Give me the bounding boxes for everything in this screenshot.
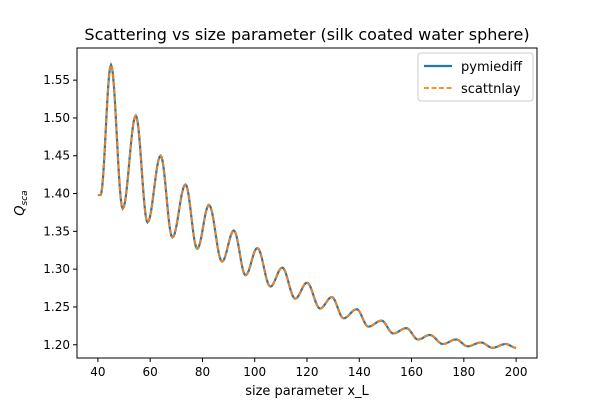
x-tick-label: 140	[348, 365, 371, 379]
y-axis-label: Qsca	[13, 190, 30, 215]
y-tick-label: 1.55	[43, 73, 70, 87]
chart-title: Scattering vs size parameter (silk coate…	[84, 25, 529, 44]
y-tick-label: 1.35	[43, 224, 70, 238]
y-tick-label: 1.40	[43, 187, 70, 201]
y-label-sub: sca	[20, 190, 30, 205]
line-scattnlay	[97, 62, 517, 349]
y-tick-label: 1.20	[43, 338, 70, 352]
y-tick-label: 1.50	[43, 111, 70, 125]
legend: pymiediff scattnlay	[417, 52, 534, 102]
y-axis: 1.20 1.25 1.30 1.35 1.40 1.45 1.50 1.55	[43, 73, 77, 352]
plot-area	[97, 62, 517, 349]
x-tick-label: 180	[452, 365, 475, 379]
y-tick-label: 1.45	[43, 149, 70, 163]
x-tick-label: 160	[400, 365, 423, 379]
y-tick-label: 1.25	[43, 300, 70, 314]
line-pymiediff	[97, 62, 517, 349]
x-tick-label: 200	[505, 365, 528, 379]
x-tick-label: 120	[296, 365, 319, 379]
y-tick-label: 1.30	[43, 262, 70, 276]
x-axis: 40 60 80 100 120 140 160 180 200	[90, 358, 528, 379]
x-tick-label: 80	[195, 365, 210, 379]
x-tick-label: 40	[90, 365, 105, 379]
x-tick-label: 100	[243, 365, 266, 379]
legend-label-pymiediff: pymiediff	[461, 60, 523, 75]
x-axis-label: size parameter x_L	[245, 384, 369, 399]
y-label-main: Q	[13, 205, 28, 215]
x-tick-label: 60	[143, 365, 158, 379]
legend-label-scattnlay: scattnlay	[461, 82, 521, 97]
